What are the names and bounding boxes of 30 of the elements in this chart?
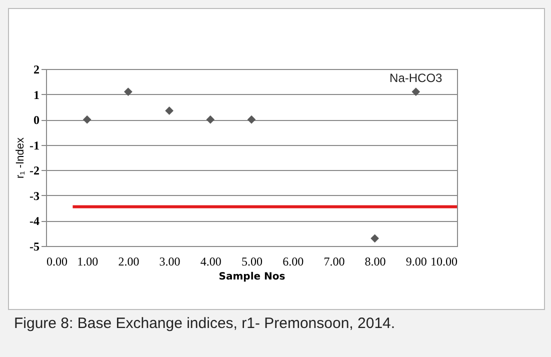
y-tick-label: -3 bbox=[30, 188, 40, 203]
x-axis-title: Sample Nos bbox=[218, 272, 286, 282]
x-tick-label: 3.00 bbox=[159, 254, 180, 268]
x-tick-label: 6.00 bbox=[282, 254, 304, 268]
y-tick-label: 2 bbox=[34, 62, 40, 76]
x-tick-label: 9.00 bbox=[406, 254, 427, 268]
point bbox=[124, 88, 132, 96]
x-tick-label: 7.00 bbox=[324, 254, 345, 268]
y-tick-label: -4 bbox=[30, 214, 40, 228]
point bbox=[412, 88, 420, 96]
x-tick-label: 0.00 bbox=[46, 254, 68, 268]
point bbox=[370, 234, 379, 243]
y-tick-label: -1 bbox=[30, 138, 40, 152]
x-tick-label: 5.00 bbox=[242, 254, 262, 268]
x-tick-label: 10.00 bbox=[430, 254, 458, 268]
x-tick-label: 1.00 bbox=[77, 254, 98, 268]
x-tick-label: 8.00 bbox=[364, 254, 386, 268]
y-tick-label: -2 bbox=[30, 164, 40, 178]
point bbox=[165, 106, 174, 115]
x-tick-label: 2.00 bbox=[118, 254, 140, 268]
x-tick-label: 4.00 bbox=[200, 254, 222, 268]
annotation: Na-HCO3 bbox=[390, 70, 443, 85]
point bbox=[247, 115, 256, 124]
point bbox=[82, 115, 92, 124]
y-tick-label: -5 bbox=[30, 240, 40, 254]
y-tick-label: 1 bbox=[34, 88, 40, 102]
y-tick-label: 0 bbox=[34, 113, 40, 128]
y-axis-title: r₁ -Index bbox=[14, 137, 27, 179]
point bbox=[206, 115, 215, 124]
caption: Figure 8: Base Exchange indices, r1- Premonsoon, 2014. bbox=[14, 315, 396, 332]
